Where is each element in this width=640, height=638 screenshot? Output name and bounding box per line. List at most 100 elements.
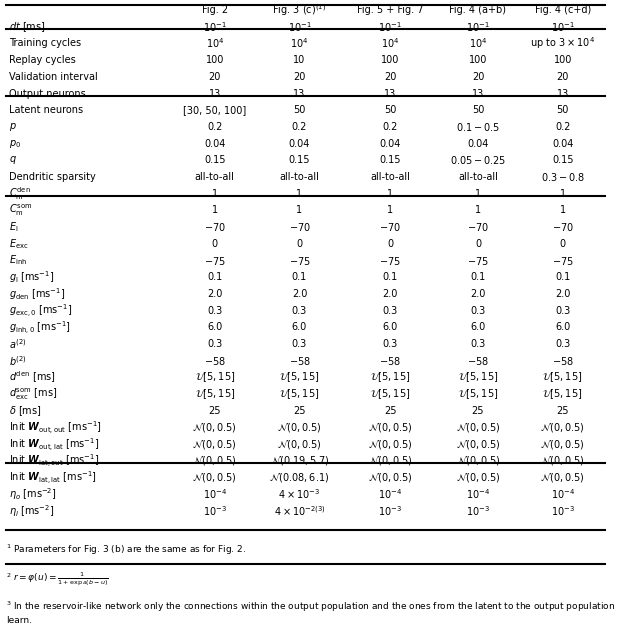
Text: $\mathcal{N}(0, 0.5)$: $\mathcal{N}(0, 0.5)$ [540, 438, 585, 450]
Text: 0: 0 [296, 239, 303, 249]
Text: 6.0: 6.0 [292, 322, 307, 332]
Text: $-75$: $-75$ [467, 255, 489, 267]
Text: $\mathcal{N}(0.08, 6.1)$: $\mathcal{N}(0.08, 6.1)$ [269, 471, 330, 484]
Text: $g_\mathrm{den}$ [ms$^{-1}$]: $g_\mathrm{den}$ [ms$^{-1}$] [9, 286, 65, 302]
Text: $\mathcal{N}(0, 0.5)$: $\mathcal{N}(0, 0.5)$ [456, 421, 500, 434]
Text: $C_\mathrm{m}^\mathrm{den}$: $C_\mathrm{m}^\mathrm{den}$ [9, 186, 31, 202]
Text: Output neurons: Output neurons [9, 89, 86, 99]
Text: $\mathcal{N}(0, 0.5)$: $\mathcal{N}(0, 0.5)$ [540, 471, 585, 484]
Text: $-70$: $-70$ [552, 221, 573, 233]
Text: $g_\mathrm{inh,0}$ [ms$^{-1}$]: $g_\mathrm{inh,0}$ [ms$^{-1}$] [9, 319, 71, 336]
Text: 20: 20 [556, 72, 569, 82]
Text: 25: 25 [384, 406, 396, 416]
Text: $-58$: $-58$ [204, 355, 226, 367]
Text: 0.2: 0.2 [555, 122, 570, 132]
Text: 100: 100 [468, 55, 487, 65]
Text: 1: 1 [475, 189, 481, 199]
Text: 13: 13 [293, 89, 305, 99]
Text: $\mathcal{N}(0, 0.5)$: $\mathcal{N}(0, 0.5)$ [456, 454, 500, 468]
Text: 0.1: 0.1 [207, 272, 222, 282]
Text: $4 \times 10^{-2(3)}$: $4 \times 10^{-2(3)}$ [273, 504, 325, 518]
Text: 6.0: 6.0 [555, 322, 570, 332]
Text: $^1$ Parameters for Fig. 3 (b) are the same as for Fig. 2.: $^1$ Parameters for Fig. 3 (b) are the s… [6, 542, 246, 557]
Text: $b^{(2)}$: $b^{(2)}$ [9, 354, 27, 367]
Text: $\mathcal{N}(0.19, 5.7)$: $\mathcal{N}(0.19, 5.7)$ [269, 454, 329, 468]
Text: $10^{-4}$: $10^{-4}$ [550, 487, 575, 501]
Text: Latent neurons: Latent neurons [9, 105, 83, 115]
Text: $\eta_l$ [ms$^{-2}$]: $\eta_l$ [ms$^{-2}$] [9, 503, 54, 519]
Text: $-70$: $-70$ [467, 221, 489, 233]
Text: 0.3: 0.3 [555, 306, 570, 316]
Text: 0.15: 0.15 [289, 156, 310, 165]
Text: Init $\boldsymbol{W}_\mathrm{out,out}$ [ms$^{-1}$]: Init $\boldsymbol{W}_\mathrm{out,out}$ [… [9, 419, 102, 436]
Text: $\mathcal{N}(0, 0.5)$: $\mathcal{N}(0, 0.5)$ [193, 454, 237, 468]
Text: 0.15: 0.15 [204, 156, 225, 165]
Text: 1: 1 [475, 205, 481, 216]
Text: 2.0: 2.0 [470, 289, 486, 299]
Text: 0.3: 0.3 [555, 339, 570, 349]
Text: $10^{-4}$: $10^{-4}$ [378, 487, 403, 501]
Text: 2.0: 2.0 [292, 289, 307, 299]
Text: $E_\mathrm{exc}$: $E_\mathrm{exc}$ [9, 237, 29, 251]
Text: 1: 1 [212, 205, 218, 216]
Text: 0.15: 0.15 [380, 156, 401, 165]
Text: 0.04: 0.04 [380, 138, 401, 149]
Text: 0.1: 0.1 [292, 272, 307, 282]
Text: $-75$: $-75$ [289, 255, 310, 267]
Text: $10^{-3}$: $10^{-3}$ [466, 504, 490, 518]
Text: Validation interval: Validation interval [9, 72, 98, 82]
Text: $\mathcal{N}(0, 0.5)$: $\mathcal{N}(0, 0.5)$ [277, 438, 322, 450]
Text: $10^{-1}$: $10^{-1}$ [466, 20, 490, 34]
Text: $\mathcal{U}[5, 15]$: $\mathcal{U}[5, 15]$ [370, 371, 410, 384]
Text: Fig. 3 (c)$^{(1)}$: Fig. 3 (c)$^{(1)}$ [273, 2, 326, 18]
Text: $-75$: $-75$ [380, 255, 401, 267]
Text: $-58$: $-58$ [380, 355, 401, 367]
Text: 100: 100 [381, 55, 399, 65]
Text: $\mathcal{N}(0, 0.5)$: $\mathcal{N}(0, 0.5)$ [368, 471, 413, 484]
Text: $\mathcal{N}(0, 0.5)$: $\mathcal{N}(0, 0.5)$ [368, 421, 413, 434]
Text: $\mathcal{U}[5, 15]$: $\mathcal{U}[5, 15]$ [543, 387, 583, 401]
Text: 13: 13 [384, 89, 396, 99]
Text: $\mathcal{U}[5, 15]$: $\mathcal{U}[5, 15]$ [279, 371, 320, 384]
Text: 20: 20 [472, 72, 484, 82]
Text: 6.0: 6.0 [207, 322, 222, 332]
Text: $0.3 - 0.8$: $0.3 - 0.8$ [541, 171, 585, 183]
Text: Training cycles: Training cycles [9, 38, 81, 48]
Text: Replay cycles: Replay cycles [9, 55, 76, 65]
Text: $d_\mathrm{exc}^\mathrm{som}$ [ms]: $d_\mathrm{exc}^\mathrm{som}$ [ms] [9, 387, 57, 402]
Text: 0.3: 0.3 [383, 306, 398, 316]
Text: 0.2: 0.2 [207, 122, 223, 132]
Text: 0.3: 0.3 [207, 339, 222, 349]
Text: 20: 20 [209, 72, 221, 82]
Text: 25: 25 [556, 406, 569, 416]
Text: $\mathcal{U}[5, 15]$: $\mathcal{U}[5, 15]$ [195, 371, 235, 384]
Text: $-70$: $-70$ [289, 221, 310, 233]
Text: 50: 50 [556, 105, 569, 115]
Text: $E_\mathrm{inh}$: $E_\mathrm{inh}$ [9, 254, 28, 267]
Text: 0.15: 0.15 [552, 156, 573, 165]
Text: $\mathcal{U}[5, 15]$: $\mathcal{U}[5, 15]$ [458, 387, 498, 401]
Text: 100: 100 [205, 55, 224, 65]
Text: 0.1: 0.1 [555, 272, 570, 282]
Text: $\mathcal{U}[5, 15]$: $\mathcal{U}[5, 15]$ [458, 371, 498, 384]
Text: 0.04: 0.04 [467, 138, 488, 149]
Text: Fig. 4 (a+b): Fig. 4 (a+b) [449, 5, 506, 15]
Text: $-58$: $-58$ [289, 355, 310, 367]
Text: $10^{-4}$: $10^{-4}$ [203, 487, 227, 501]
Text: $\mathcal{N}(0, 0.5)$: $\mathcal{N}(0, 0.5)$ [456, 438, 500, 450]
Text: 0.2: 0.2 [292, 122, 307, 132]
Text: 1: 1 [296, 205, 303, 216]
Text: all-to-all: all-to-all [458, 172, 498, 182]
Text: $\mathcal{U}[5, 15]$: $\mathcal{U}[5, 15]$ [279, 387, 320, 401]
Text: $10^{-3}$: $10^{-3}$ [203, 504, 227, 518]
Text: $10^{-3}$: $10^{-3}$ [378, 504, 402, 518]
Text: 100: 100 [554, 55, 572, 65]
Text: $\delta$ [ms]: $\delta$ [ms] [9, 404, 42, 418]
Text: 0.3: 0.3 [470, 339, 486, 349]
Text: Dendritic sparsity: Dendritic sparsity [9, 172, 96, 182]
Text: $-58$: $-58$ [467, 355, 489, 367]
Text: $-58$: $-58$ [552, 355, 573, 367]
Text: $\mathcal{U}[5, 15]$: $\mathcal{U}[5, 15]$ [195, 387, 235, 401]
Text: 50: 50 [293, 105, 306, 115]
Text: $\mathcal{N}(0, 0.5)$: $\mathcal{N}(0, 0.5)$ [540, 421, 585, 434]
